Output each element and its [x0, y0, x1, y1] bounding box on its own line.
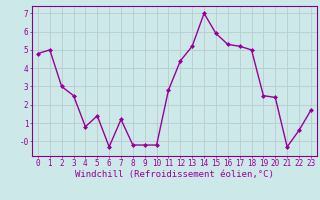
X-axis label: Windchill (Refroidissement éolien,°C): Windchill (Refroidissement éolien,°C) [75, 170, 274, 179]
